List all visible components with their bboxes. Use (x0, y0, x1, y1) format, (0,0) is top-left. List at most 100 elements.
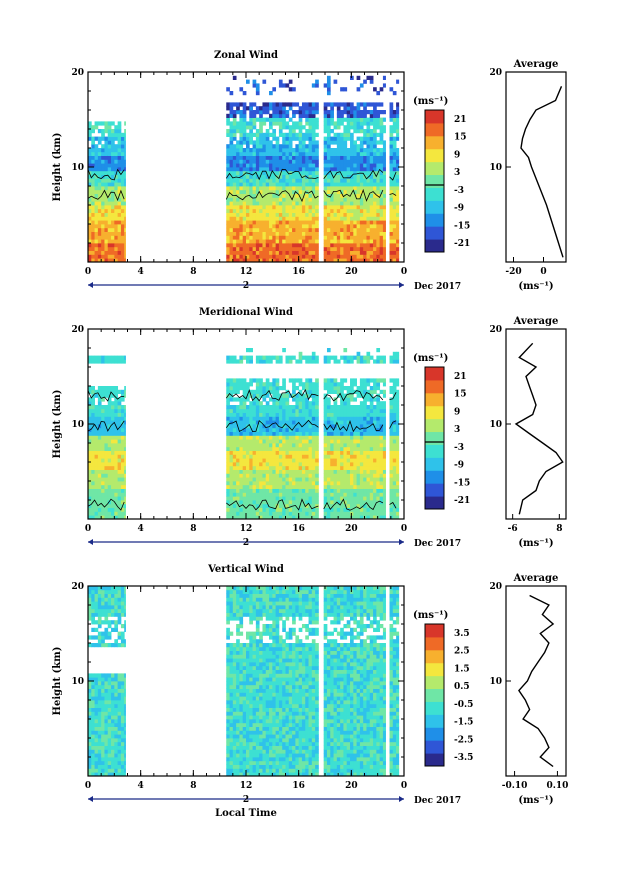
heatmap-cell (255, 235, 260, 240)
heatmap-cell (101, 458, 105, 463)
heatmap-cell (262, 231, 267, 236)
heatmap-cell (359, 189, 364, 194)
heatmap-cell (282, 205, 286, 210)
heatmap-cell (97, 496, 102, 501)
heatmap-cell (301, 473, 306, 478)
heatmap-cell (389, 170, 394, 175)
heatmap-cell (363, 492, 367, 497)
heatmap-cell (226, 178, 230, 183)
heatmap-cell (282, 227, 286, 232)
heatmap-cell (356, 106, 361, 111)
date-suffix: Dec 2017 (414, 282, 461, 292)
heatmap-cell (101, 477, 105, 482)
heatmap-cell (262, 503, 267, 508)
heatmap-cell (305, 205, 309, 210)
heatmap-cell (239, 231, 244, 236)
heatmap-cell (356, 351, 361, 356)
heatmap-cell (353, 250, 357, 255)
heatmap-cell (392, 117, 397, 122)
heatmap-cell (226, 496, 230, 501)
heatmap-cell (252, 170, 257, 175)
heatmap-cell (292, 481, 296, 486)
heatmap-cell (101, 443, 105, 448)
heatmap-cell (301, 243, 306, 248)
heatmap-cell (124, 205, 126, 210)
heatmap-cell (396, 389, 400, 394)
heatmap-cell (396, 416, 400, 421)
heatmap-cell (295, 193, 300, 198)
heatmap-cell (104, 121, 109, 126)
heatmap-cell (366, 420, 371, 425)
heatmap-cell (269, 443, 273, 448)
heatmap-cell (265, 359, 270, 364)
heatmap-cell (246, 140, 250, 145)
heatmap-cell (379, 151, 384, 156)
heatmap-cell (366, 155, 371, 160)
heatmap-cell (272, 197, 277, 202)
heatmap-cell (396, 208, 400, 213)
heatmap-cell (232, 378, 237, 383)
heatmap-cell (242, 401, 247, 406)
heatmap-cell (104, 151, 109, 156)
heatmap-cell (97, 182, 102, 187)
heatmap-cell (269, 189, 273, 194)
heatmap-cell (285, 507, 290, 512)
heatmap-cell (236, 216, 240, 221)
heatmap-cell (262, 397, 267, 402)
heatmap-cell (350, 125, 354, 130)
heatmap-cell (311, 511, 316, 516)
heatmap-cell (330, 155, 334, 160)
heatmap-cell (363, 155, 367, 160)
heatmap-cell (255, 227, 260, 232)
heatmap-cell (111, 496, 115, 501)
heatmap-cell (311, 83, 316, 88)
heatmap-cell (226, 186, 230, 191)
heatmap-cell (330, 163, 334, 168)
heatmap-cell (101, 496, 105, 501)
heatmap-cell (346, 258, 351, 263)
heatmap-cell (359, 412, 364, 417)
heatmap-cell (336, 227, 341, 232)
heatmap-cell (255, 412, 260, 417)
heatmap-cell (272, 412, 277, 417)
heatmap-cell (295, 163, 300, 168)
heatmap-cell (249, 465, 253, 470)
heatmap-cell (124, 511, 126, 516)
heatmap-cell (246, 197, 250, 202)
heatmap-cell (249, 503, 253, 508)
heatmap-cell (255, 254, 260, 259)
heatmap-cell (315, 140, 319, 145)
heatmap-cell (282, 454, 286, 459)
heatmap-cell (229, 408, 234, 413)
heatmap-cell (111, 224, 115, 229)
heatmap-cell (346, 197, 351, 202)
heatmap-cell (120, 246, 125, 251)
heatmap-cell (301, 235, 306, 240)
heatmap-cell (340, 382, 344, 387)
heatmap-cell (396, 397, 400, 402)
heatmap-cell (249, 408, 253, 413)
heatmap-cell (305, 155, 309, 160)
heatmap-cell (120, 488, 125, 493)
heatmap-cell (356, 431, 361, 436)
heatmap-cell (285, 431, 290, 436)
heatmap-cell (356, 212, 361, 217)
heatmap-cell (298, 477, 303, 482)
heatmap-cell (101, 424, 105, 429)
heatmap-cell (333, 201, 338, 206)
heatmap-cell (369, 435, 374, 440)
heatmap-cell (236, 144, 240, 149)
heatmap-cell (249, 212, 253, 217)
heatmap-cell (379, 389, 384, 394)
heatmap-cell (242, 155, 247, 160)
heatmap-cell (340, 401, 344, 406)
heatmap-cell (236, 220, 240, 225)
heatmap-cell (373, 113, 377, 118)
heatmap-cell (379, 378, 384, 383)
heatmap-cell (343, 220, 348, 225)
heatmap-cell (373, 484, 377, 489)
heatmap-cell (259, 208, 263, 213)
heatmap-cell (340, 439, 344, 444)
heatmap-cell (275, 359, 280, 364)
heatmap-cell (326, 220, 331, 225)
